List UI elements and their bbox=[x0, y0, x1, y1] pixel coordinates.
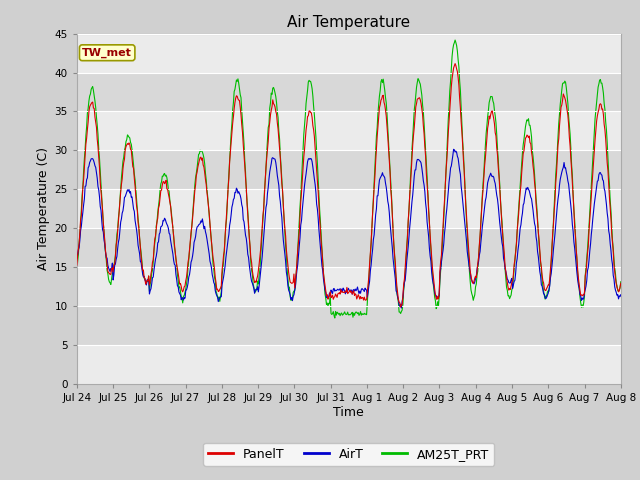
AM25T_PRT bbox=[194, 158, 202, 164]
PanelT bbox=[416, 95, 424, 101]
AM25T_PRT bbox=[223, 216, 230, 221]
AM25T_PRT bbox=[83, 124, 90, 130]
PanelT bbox=[431, 292, 439, 298]
Bar bbox=[77, 228, 621, 267]
Bar bbox=[77, 150, 621, 189]
Line: AM25T_PRT: AM25T_PRT bbox=[77, 40, 621, 318]
AirT bbox=[73, 256, 81, 262]
AM25T_PRT bbox=[416, 79, 424, 85]
Line: AirT: AirT bbox=[77, 149, 621, 308]
PanelT bbox=[223, 211, 230, 217]
AirT bbox=[431, 292, 439, 298]
AM25T_PRT bbox=[331, 315, 339, 321]
AirT bbox=[139, 271, 147, 277]
AM25T_PRT bbox=[451, 37, 459, 43]
Text: TW_met: TW_met bbox=[82, 48, 132, 58]
AirT bbox=[416, 158, 424, 164]
PanelT bbox=[83, 135, 90, 141]
AirT bbox=[194, 224, 202, 229]
Bar bbox=[77, 306, 621, 345]
Bar bbox=[77, 189, 621, 228]
AM25T_PRT bbox=[431, 298, 439, 304]
Bar bbox=[77, 111, 621, 150]
AirT bbox=[83, 177, 90, 182]
PanelT bbox=[139, 267, 147, 273]
AirT bbox=[450, 146, 458, 152]
Line: PanelT: PanelT bbox=[77, 63, 621, 307]
AM25T_PRT bbox=[617, 279, 625, 285]
PanelT bbox=[73, 263, 81, 268]
AirT bbox=[397, 305, 405, 311]
Y-axis label: Air Temperature (C): Air Temperature (C) bbox=[37, 147, 51, 270]
AirT bbox=[223, 249, 230, 254]
PanelT bbox=[617, 280, 625, 286]
PanelT bbox=[397, 304, 404, 310]
AM25T_PRT bbox=[139, 268, 147, 274]
Bar bbox=[77, 345, 621, 384]
Title: Air Temperature: Air Temperature bbox=[287, 15, 410, 30]
AirT bbox=[617, 292, 625, 298]
PanelT bbox=[194, 164, 202, 170]
X-axis label: Time: Time bbox=[333, 406, 364, 419]
Bar bbox=[77, 267, 621, 306]
AM25T_PRT bbox=[73, 269, 81, 275]
Legend: PanelT, AirT, AM25T_PRT: PanelT, AirT, AM25T_PRT bbox=[203, 443, 495, 466]
Bar bbox=[77, 72, 621, 111]
PanelT bbox=[451, 60, 459, 66]
Bar bbox=[77, 34, 621, 72]
